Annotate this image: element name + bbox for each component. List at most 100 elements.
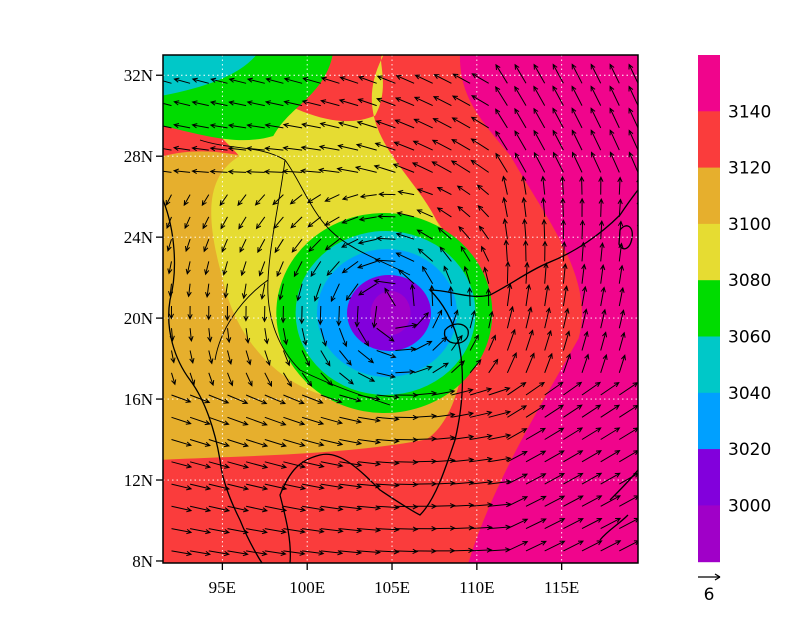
wind-vector — [571, 63, 583, 84]
wind-vector — [191, 123, 209, 129]
wind-vector — [457, 205, 471, 218]
wind-vector — [166, 239, 172, 252]
wind-vector — [318, 144, 340, 151]
wind-vector — [227, 505, 250, 513]
wind-vector — [169, 328, 175, 342]
wind-vector — [525, 283, 532, 307]
wind-vector — [501, 175, 508, 195]
wind-vector — [264, 528, 287, 535]
wind-vector — [563, 427, 584, 440]
wind-vector — [637, 438, 638, 440]
wind-vector — [261, 305, 268, 323]
wind-vector — [357, 98, 377, 107]
lat-tick-label: 12N — [124, 471, 153, 490]
colorbar-label: 3140 — [728, 102, 771, 122]
wind-vector — [598, 176, 604, 195]
wind-vector — [460, 245, 471, 262]
wind-vector — [581, 263, 587, 284]
wind-vector — [590, 85, 602, 106]
wind-vector — [189, 372, 196, 386]
wind-vector — [301, 99, 321, 107]
wind-vector — [374, 257, 396, 263]
wind-vector — [320, 505, 344, 512]
wind-vector — [600, 331, 608, 351]
wind-vector — [302, 550, 325, 556]
wind-vector — [264, 505, 288, 513]
coastline-philippines — [599, 469, 638, 541]
wind-vector — [190, 528, 212, 535]
wind-vector — [433, 74, 452, 84]
wind-vector — [471, 95, 489, 107]
wind-vector — [431, 161, 452, 173]
wind-vector — [628, 129, 638, 151]
wind-vector — [637, 461, 638, 462]
lat-tick-label: 32N — [124, 66, 153, 85]
wind-vector — [319, 121, 340, 129]
wind-vector — [412, 140, 433, 151]
wind-vector — [245, 169, 265, 175]
wind-vector — [458, 225, 471, 240]
wind-vector — [619, 472, 638, 485]
wind-vector — [310, 261, 322, 278]
wind-vector — [637, 371, 638, 373]
wind-vector — [395, 252, 415, 262]
wind-vector — [598, 219, 605, 240]
wind-vector — [227, 550, 249, 557]
wind-vector — [451, 525, 475, 531]
wind-vector — [637, 505, 638, 507]
wind-vector — [488, 456, 512, 463]
wind-vector — [357, 372, 376, 382]
wind-vector — [395, 322, 418, 329]
wind-vector — [302, 505, 325, 512]
wind-vector — [283, 77, 303, 84]
wind-vector — [264, 350, 271, 366]
wind-vector — [237, 194, 247, 207]
wind-vector — [436, 186, 452, 196]
wind-vector — [544, 352, 553, 373]
wind-vector — [432, 96, 452, 107]
wind-vector — [590, 63, 602, 84]
wind-vector — [525, 329, 534, 351]
wind-vector — [544, 518, 566, 530]
wind-vector — [525, 427, 547, 440]
wind-vector — [637, 394, 638, 395]
wind-vector — [456, 185, 471, 196]
wind-vector — [395, 232, 415, 240]
wind-vector — [485, 287, 492, 307]
wind-vector — [470, 433, 493, 440]
wind-vector — [599, 241, 605, 262]
coastline-west — [163, 199, 263, 563]
wind-vector — [488, 310, 494, 329]
colorbar-label: 3100 — [728, 215, 771, 235]
lon-tick-label: 115E — [544, 578, 579, 597]
wind-vector — [533, 63, 546, 84]
wind-vector — [339, 461, 363, 468]
wind-vector — [503, 239, 509, 262]
wind-vector — [324, 194, 340, 202]
wind-vector — [260, 283, 266, 300]
wind-vector — [227, 528, 249, 535]
wind-vector — [609, 107, 620, 129]
wind-vector — [562, 330, 571, 351]
wind-vector — [280, 305, 286, 324]
wind-vector — [600, 517, 622, 530]
wind-vector — [521, 196, 527, 217]
wind-vector — [357, 350, 375, 364]
wind-vector — [628, 85, 638, 106]
wind-vector — [432, 480, 456, 486]
wind-vector — [339, 372, 354, 385]
wind-vector — [283, 528, 306, 534]
wind-vector — [265, 77, 284, 84]
wind-vector — [184, 216, 191, 230]
wind-vector — [618, 309, 626, 329]
wind-vector — [637, 550, 638, 551]
wind-vector — [617, 220, 624, 240]
wind-vector — [171, 461, 193, 469]
wind-vector — [563, 404, 583, 418]
wind-vector — [552, 151, 564, 173]
wind-vector — [376, 372, 396, 379]
wind-vector — [488, 386, 511, 396]
wind-vector — [414, 74, 433, 84]
wind-vector — [282, 372, 293, 388]
wind-vector — [282, 122, 303, 129]
